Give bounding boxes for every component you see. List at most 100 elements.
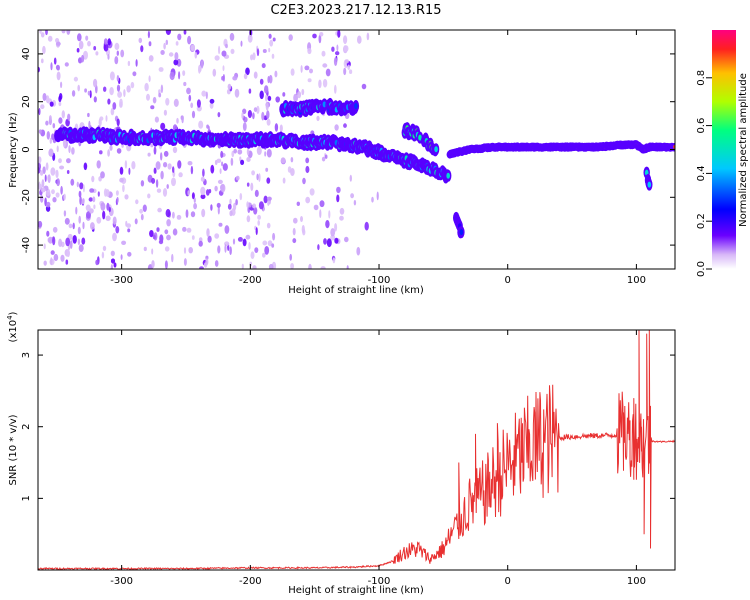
noise-speckle bbox=[52, 123, 56, 129]
y-tick-label: 2 bbox=[21, 424, 32, 430]
noise-speckle bbox=[290, 168, 295, 176]
noise-speckle bbox=[66, 158, 71, 164]
noise-speckle bbox=[292, 227, 296, 236]
noise-speckle bbox=[40, 187, 46, 193]
noise-speckle bbox=[173, 59, 179, 66]
noise-speckle bbox=[115, 190, 119, 196]
noise-speckle bbox=[252, 112, 255, 120]
noise-speckle bbox=[308, 263, 312, 269]
noise-speckle bbox=[76, 48, 80, 53]
noise-speckle bbox=[221, 76, 225, 81]
noise-speckle bbox=[182, 226, 187, 232]
noise-speckle bbox=[196, 99, 201, 108]
noise-speckle bbox=[78, 215, 81, 224]
noise-speckle bbox=[60, 81, 63, 89]
noise-speckle bbox=[77, 238, 81, 246]
noise-speckle bbox=[103, 38, 108, 45]
y-tick-label: 0 bbox=[21, 146, 32, 152]
noise-speckle bbox=[300, 216, 303, 222]
noise-speckle bbox=[93, 204, 96, 210]
noise-speckle bbox=[191, 235, 195, 240]
noise-speckle bbox=[107, 54, 110, 60]
snr-y-label: SNR (10 * v/v) bbox=[8, 414, 19, 485]
y-tick-label: 3 bbox=[21, 352, 32, 358]
noise-speckle bbox=[38, 156, 42, 164]
noise-speckle bbox=[262, 240, 268, 246]
noise-speckle bbox=[266, 177, 271, 184]
colorbar bbox=[712, 30, 736, 269]
noise-speckle bbox=[307, 47, 312, 55]
noise-speckle bbox=[62, 139, 67, 148]
noise-speckle bbox=[207, 235, 212, 243]
noise-speckle bbox=[356, 246, 361, 256]
noise-speckle bbox=[290, 263, 294, 269]
noise-speckle bbox=[106, 202, 110, 211]
noise-speckle bbox=[150, 143, 154, 148]
noise-speckle bbox=[77, 226, 81, 235]
trace-core bbox=[354, 103, 358, 109]
noise-speckle bbox=[147, 193, 151, 199]
noise-speckle bbox=[38, 183, 42, 190]
noise-speckle bbox=[165, 30, 171, 35]
noise-speckle bbox=[61, 110, 65, 119]
noise-speckle bbox=[246, 148, 250, 156]
noise-speckle bbox=[67, 113, 71, 121]
noise-speckle bbox=[301, 225, 305, 234]
noise-speckle bbox=[110, 250, 115, 257]
spectrogram-layer bbox=[38, 30, 675, 269]
noise-speckle bbox=[96, 216, 102, 224]
noise-speckle bbox=[125, 220, 128, 227]
noise-speckle bbox=[185, 209, 189, 218]
noise-speckle bbox=[153, 146, 157, 155]
noise-speckle bbox=[218, 45, 221, 55]
noise-speckle bbox=[160, 50, 165, 55]
noise-speckle bbox=[245, 67, 250, 76]
noise-speckle bbox=[274, 70, 278, 78]
noise-speckle bbox=[52, 226, 58, 233]
noise-speckle bbox=[61, 30, 66, 34]
noise-speckle bbox=[163, 150, 169, 157]
noise-speckle bbox=[253, 206, 258, 215]
noise-speckle bbox=[242, 238, 247, 247]
trace-core bbox=[459, 229, 464, 236]
noise-speckle bbox=[361, 83, 367, 90]
noise-speckle bbox=[229, 198, 232, 205]
noise-speckle bbox=[324, 154, 328, 159]
noise-speckle bbox=[65, 237, 71, 247]
noise-speckle bbox=[112, 102, 117, 110]
noise-speckle bbox=[263, 195, 268, 204]
noise-speckle bbox=[113, 262, 117, 268]
noise-speckle bbox=[151, 260, 155, 269]
noise-speckle bbox=[253, 71, 258, 79]
noise-speckle bbox=[92, 196, 96, 203]
noise-speckle bbox=[119, 177, 124, 183]
noise-speckle bbox=[305, 157, 310, 164]
noise-speckle bbox=[42, 45, 46, 55]
noise-speckle bbox=[266, 118, 271, 126]
spectrogram-x-label: Height of straight line (km) bbox=[288, 285, 424, 296]
noise-speckle bbox=[66, 170, 70, 174]
noise-speckle bbox=[59, 165, 65, 170]
noise-speckle bbox=[216, 202, 221, 208]
noise-speckle bbox=[44, 174, 47, 182]
y-tick-label: 1 bbox=[21, 495, 32, 501]
noise-speckle bbox=[169, 71, 175, 81]
noise-speckle bbox=[42, 166, 46, 174]
noise-speckle bbox=[172, 211, 175, 219]
noise-speckle bbox=[253, 107, 258, 112]
noise-speckle bbox=[68, 145, 71, 154]
noise-speckle bbox=[274, 123, 279, 132]
noise-speckle bbox=[160, 152, 163, 161]
noise-speckle bbox=[366, 32, 370, 41]
noise-speckle bbox=[127, 228, 131, 233]
noise-speckle bbox=[163, 109, 167, 116]
noise-speckle bbox=[282, 92, 286, 97]
noise-speckle bbox=[334, 223, 338, 232]
noise-speckle bbox=[343, 123, 347, 128]
noise-speckle bbox=[132, 71, 137, 77]
noise-speckle bbox=[88, 197, 93, 202]
noise-speckle bbox=[43, 243, 46, 250]
noise-speckle bbox=[232, 75, 238, 81]
noise-speckle bbox=[205, 189, 210, 196]
